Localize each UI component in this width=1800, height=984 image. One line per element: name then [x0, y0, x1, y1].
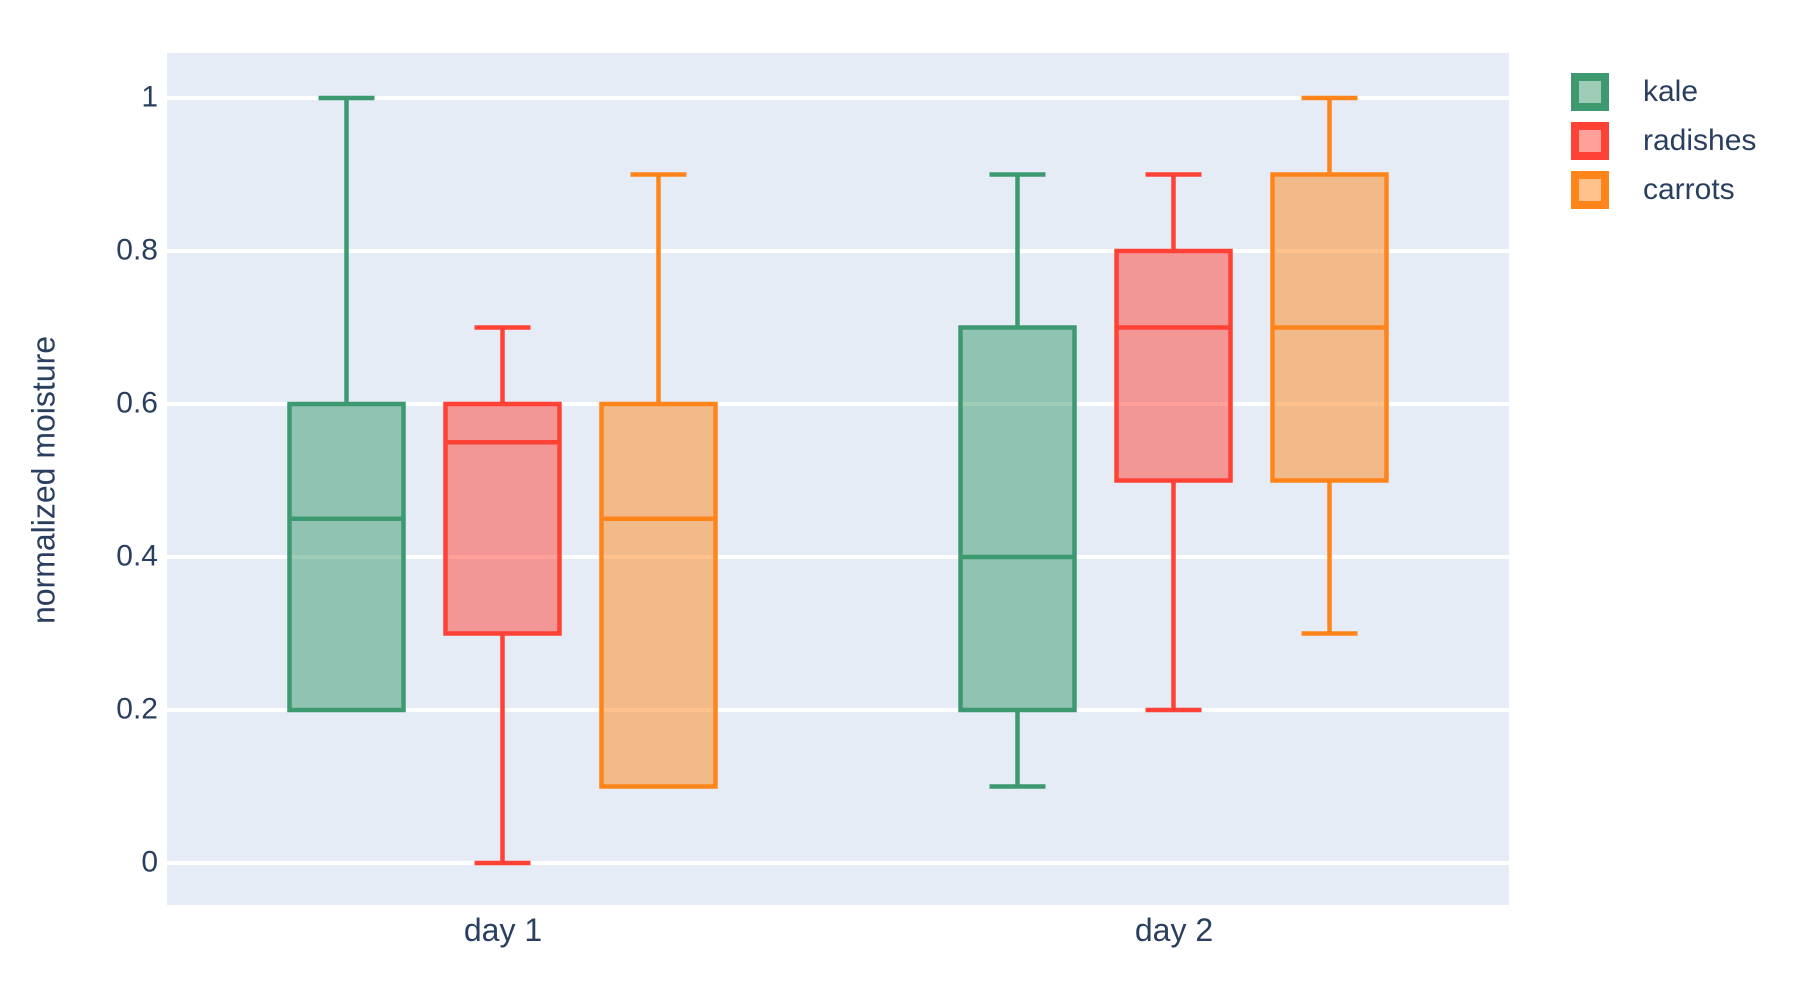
legend-label: radishes: [1643, 124, 1757, 157]
legend-swatch-kale-icon: [1571, 73, 1609, 111]
legend-swatch-carrots-icon: [1571, 171, 1609, 209]
legend-label: carrots: [1643, 173, 1735, 206]
y-tick-label: 1: [141, 80, 158, 114]
box-carrots-day-1[interactable]: [599, 172, 718, 789]
y-tick-label: 0.4: [116, 539, 158, 573]
y-tick-label: 0: [141, 845, 158, 879]
y-axis-title: normalized moisture: [25, 335, 62, 625]
box-radishes-day-1[interactable]: [443, 325, 562, 866]
x-tick-label-day-2: day 2: [1134, 912, 1214, 948]
x-tick-label-day-1: day 1: [463, 912, 543, 948]
legend: kale radishes carrots: [1571, 73, 1756, 209]
legend-item-radishes[interactable]: radishes: [1571, 122, 1756, 160]
legend-swatch-radishes-icon: [1571, 122, 1609, 160]
legend-item-kale[interactable]: kale: [1571, 73, 1756, 111]
box-kale-day-1[interactable]: [287, 95, 406, 713]
legend-label: kale: [1643, 75, 1699, 108]
y-tick-label: 0.2: [116, 692, 158, 726]
box-kale-day-2[interactable]: [958, 172, 1077, 789]
legend-item-carrots[interactable]: carrots: [1571, 171, 1756, 209]
box-radishes-day-2[interactable]: [1114, 172, 1233, 713]
box-carrots-day-2[interactable]: [1270, 95, 1389, 636]
y-tick-label: 0.6: [116, 386, 158, 420]
y-tick-label: 0.8: [116, 233, 158, 267]
